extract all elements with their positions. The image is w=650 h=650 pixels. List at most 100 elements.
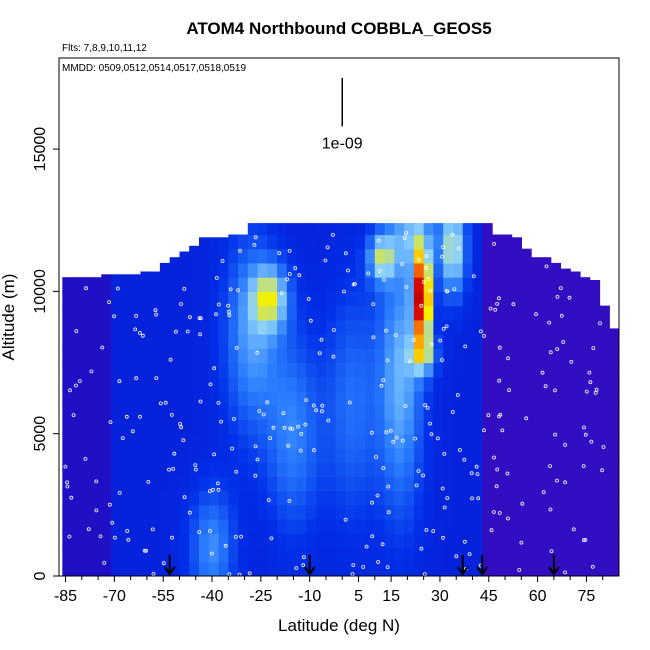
- heatmap-cell: [62, 348, 73, 364]
- heatmap-cell: [579, 405, 591, 420]
- heatmap-cell: [443, 433, 454, 449]
- heatmap-cell: [589, 419, 601, 435]
- x-tick-label: 60: [529, 588, 547, 605]
- sample-point: [543, 384, 548, 389]
- heatmap-cell: [540, 433, 552, 449]
- heatmap-cell: [355, 348, 366, 364]
- heatmap-cell: [257, 504, 268, 520]
- heatmap-cell: [511, 433, 522, 449]
- sample-point: [441, 245, 445, 250]
- heatmap-cell: [384, 405, 395, 420]
- heatmap-cell: [501, 533, 513, 549]
- heatmap-cell: [130, 362, 141, 378]
- heatmap-cell: [355, 476, 366, 492]
- heatmap-cell: [550, 561, 561, 576]
- heatmap-cell: [150, 433, 161, 449]
- heatmap-cell: [462, 277, 474, 292]
- heatmap-cell: [482, 547, 493, 563]
- heatmap-cell: [501, 447, 513, 463]
- heatmap-cell: [482, 419, 493, 435]
- sample-point: [317, 351, 322, 356]
- heatmap-cell: [150, 547, 161, 563]
- heatmap-cell: [374, 519, 386, 534]
- sample-point: [404, 231, 409, 235]
- heatmap-cell: [482, 533, 493, 549]
- heatmap-cell: [306, 547, 317, 563]
- heatmap-cell: [81, 348, 93, 364]
- heatmap-cell: [277, 462, 288, 477]
- heatmap-cell: [120, 348, 132, 364]
- heatmap-cell: [433, 234, 444, 250]
- heatmap-cell: [326, 376, 337, 392]
- heatmap-cell: [72, 405, 83, 420]
- heatmap-cell: [62, 490, 73, 506]
- heatmap-cell: [365, 376, 376, 392]
- x-tick-label: -85: [54, 588, 77, 605]
- heatmap-cell: [286, 519, 298, 534]
- heatmap-cell: [91, 348, 102, 364]
- heatmap-cell: [384, 248, 395, 264]
- heatmap-cell: [589, 376, 601, 392]
- heatmap-cell: [208, 504, 220, 520]
- heatmap-cell: [326, 348, 337, 364]
- sample-point: [388, 428, 393, 433]
- heatmap-cell: [511, 405, 522, 420]
- sample-point: [94, 508, 99, 513]
- heatmap-cell: [72, 533, 83, 549]
- heatmap-cell: [374, 391, 386, 406]
- heatmap-cell: [540, 547, 552, 563]
- heatmap-cell: [501, 391, 513, 406]
- scale-bar-label: 1e-09: [322, 135, 363, 152]
- heatmap-cell: [247, 334, 259, 349]
- heatmap-cell: [199, 262, 210, 278]
- heatmap-cell: [570, 447, 581, 463]
- heatmap-cell: [335, 362, 347, 378]
- heatmap-cell: [453, 291, 464, 307]
- heatmap-cell: [101, 433, 112, 449]
- sample-point: [151, 572, 156, 576]
- heatmap-cell: [492, 405, 503, 420]
- plot-frame: [58, 57, 620, 577]
- heatmap-cell: [453, 223, 464, 236]
- sample-point: [384, 430, 389, 435]
- sample-point: [416, 257, 421, 262]
- sample-point: [346, 268, 350, 273]
- sample-point: [197, 316, 202, 321]
- sample-point: [380, 542, 385, 547]
- sample-point: [208, 382, 213, 387]
- sample-point: [594, 387, 599, 392]
- y-tick-label: 5000: [32, 416, 49, 452]
- heatmap-cell: [267, 433, 278, 449]
- heatmap-cell: [306, 319, 317, 335]
- heatmap-cell: [521, 433, 532, 449]
- heatmap-cell: [296, 490, 308, 506]
- heatmap-cell: [345, 419, 356, 435]
- heatmap-cell: [286, 248, 298, 264]
- heatmap-cell: [335, 305, 347, 321]
- sample-point: [454, 554, 459, 559]
- heatmap-cell: [355, 419, 366, 435]
- heatmap-cell: [531, 547, 542, 563]
- sample-point: [117, 379, 122, 384]
- heatmap-cell: [540, 362, 552, 378]
- heatmap-cell: [159, 319, 171, 335]
- heatmap-cell: [306, 462, 317, 477]
- sample-point: [198, 332, 203, 337]
- sample-point: [187, 510, 192, 515]
- heatmap-cell: [472, 362, 483, 378]
- heatmap-cell: [179, 447, 190, 463]
- heatmap-cell: [159, 262, 171, 278]
- heatmap-cell: [413, 291, 425, 307]
- sample-point: [216, 400, 221, 405]
- heatmap-cell: [560, 277, 571, 292]
- sample-point: [569, 359, 574, 364]
- sample-point: [506, 356, 511, 361]
- sample-point: [379, 383, 384, 388]
- heatmap-cell: [257, 362, 268, 378]
- heatmap-cell: [218, 362, 229, 378]
- heatmap-cell: [433, 319, 444, 335]
- heatmap-cell: [462, 376, 474, 392]
- heatmap-cell: [560, 305, 571, 321]
- heatmap-cell: [228, 348, 239, 364]
- heatmap-cell: [579, 462, 591, 477]
